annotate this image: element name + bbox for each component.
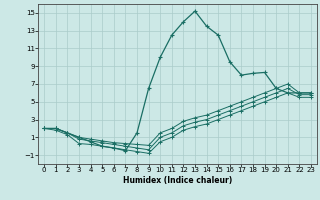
X-axis label: Humidex (Indice chaleur): Humidex (Indice chaleur) (123, 176, 232, 185)
